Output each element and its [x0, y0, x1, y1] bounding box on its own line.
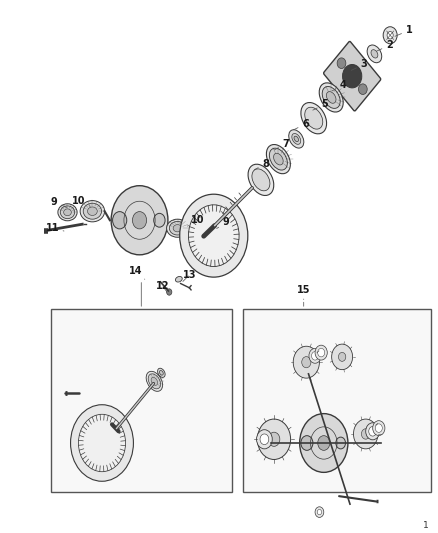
Text: 7: 7 — [274, 139, 289, 150]
Circle shape — [315, 345, 327, 360]
Bar — [51, 309, 232, 492]
Circle shape — [180, 194, 248, 277]
Circle shape — [339, 352, 346, 361]
Text: 5: 5 — [313, 99, 328, 110]
Ellipse shape — [289, 130, 304, 148]
Ellipse shape — [269, 148, 287, 170]
Text: 3: 3 — [351, 60, 367, 70]
Ellipse shape — [319, 83, 343, 112]
Circle shape — [358, 84, 367, 94]
Ellipse shape — [154, 213, 165, 227]
Text: 11: 11 — [46, 223, 64, 233]
Circle shape — [343, 64, 362, 88]
Ellipse shape — [166, 219, 188, 237]
Circle shape — [258, 419, 290, 459]
Text: 1: 1 — [423, 521, 428, 530]
Circle shape — [132, 212, 147, 229]
Ellipse shape — [371, 50, 378, 58]
Text: 9: 9 — [217, 217, 230, 229]
Text: 2: 2 — [377, 41, 392, 51]
Circle shape — [366, 423, 380, 440]
Circle shape — [300, 414, 348, 472]
Ellipse shape — [322, 86, 340, 108]
Text: 10: 10 — [72, 196, 90, 206]
Circle shape — [373, 421, 385, 435]
Ellipse shape — [113, 212, 127, 229]
Ellipse shape — [64, 209, 71, 216]
Circle shape — [387, 31, 393, 39]
Circle shape — [383, 27, 397, 44]
Ellipse shape — [175, 277, 182, 282]
Circle shape — [337, 58, 346, 69]
Text: 12: 12 — [155, 281, 169, 292]
Ellipse shape — [266, 144, 290, 174]
Circle shape — [361, 429, 370, 439]
Text: 1: 1 — [395, 26, 412, 36]
Circle shape — [318, 349, 325, 357]
Ellipse shape — [301, 435, 313, 450]
Circle shape — [332, 344, 353, 369]
FancyBboxPatch shape — [324, 42, 381, 111]
Text: 8: 8 — [254, 159, 269, 169]
Ellipse shape — [148, 374, 161, 389]
Circle shape — [166, 289, 172, 295]
Circle shape — [188, 205, 239, 266]
Ellipse shape — [326, 92, 336, 103]
Ellipse shape — [170, 221, 186, 235]
Text: 14: 14 — [129, 266, 145, 279]
Circle shape — [78, 414, 126, 472]
Ellipse shape — [252, 169, 270, 191]
Circle shape — [268, 432, 280, 446]
Ellipse shape — [80, 200, 105, 222]
Circle shape — [311, 352, 318, 360]
Circle shape — [302, 357, 311, 368]
Ellipse shape — [173, 224, 182, 232]
Circle shape — [369, 426, 377, 436]
Text: 13: 13 — [183, 270, 196, 281]
Ellipse shape — [305, 107, 323, 129]
Text: 10: 10 — [187, 215, 205, 226]
Circle shape — [293, 346, 319, 378]
Ellipse shape — [88, 207, 97, 215]
Text: 15: 15 — [297, 285, 311, 300]
Ellipse shape — [83, 203, 102, 219]
Ellipse shape — [146, 372, 162, 391]
Ellipse shape — [294, 136, 299, 142]
Ellipse shape — [151, 377, 158, 385]
Ellipse shape — [274, 154, 283, 165]
Ellipse shape — [158, 368, 165, 377]
Circle shape — [260, 434, 269, 445]
Circle shape — [309, 349, 321, 364]
Text: 6: 6 — [293, 119, 309, 130]
Circle shape — [375, 424, 382, 432]
Circle shape — [111, 185, 168, 255]
Circle shape — [353, 419, 378, 449]
Circle shape — [315, 507, 324, 518]
Circle shape — [318, 435, 330, 450]
Text: 9: 9 — [50, 197, 67, 207]
Ellipse shape — [159, 370, 163, 375]
Ellipse shape — [292, 133, 301, 144]
Bar — [243, 309, 431, 492]
Circle shape — [317, 510, 321, 515]
Ellipse shape — [248, 164, 274, 196]
Text: 4: 4 — [332, 80, 347, 91]
Ellipse shape — [367, 45, 382, 63]
Circle shape — [71, 405, 134, 481]
Ellipse shape — [58, 204, 77, 221]
Ellipse shape — [336, 437, 346, 449]
Ellipse shape — [60, 206, 75, 219]
Ellipse shape — [301, 102, 327, 134]
Circle shape — [257, 430, 272, 449]
